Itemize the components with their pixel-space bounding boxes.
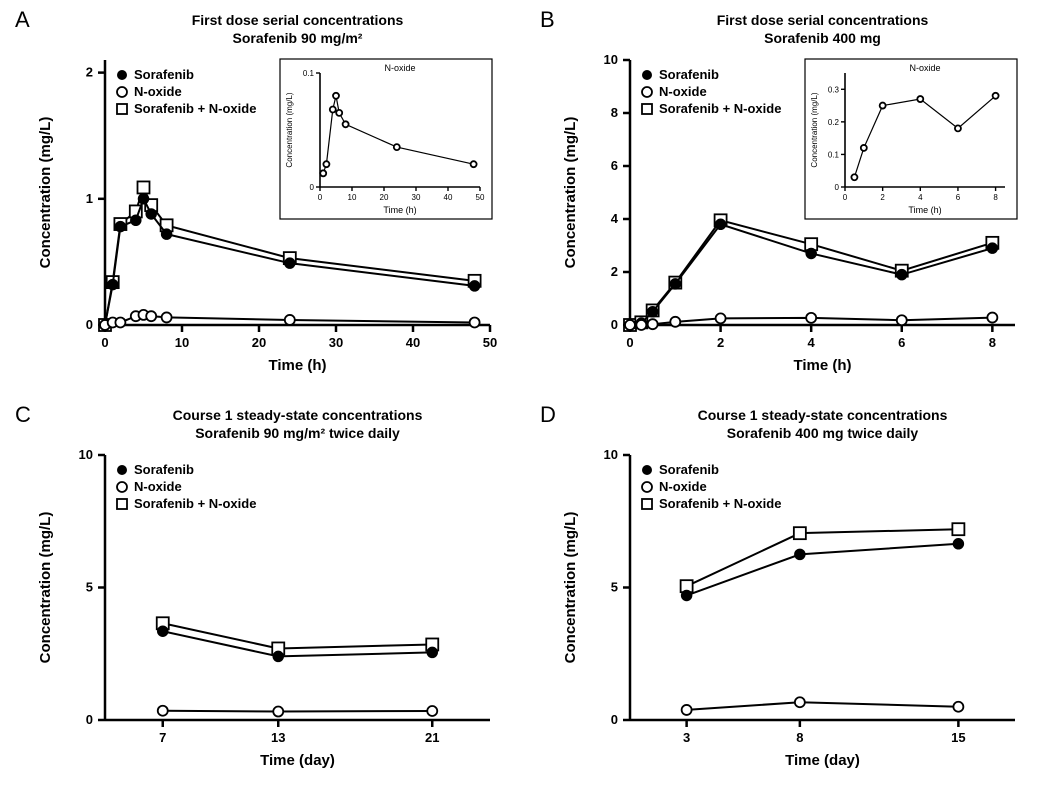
svg-text:0: 0 bbox=[843, 193, 848, 202]
svg-text:4: 4 bbox=[611, 211, 619, 226]
svg-text:4: 4 bbox=[808, 335, 816, 350]
svg-text:Sorafenib + N-oxide: Sorafenib + N-oxide bbox=[134, 101, 256, 116]
svg-text:5: 5 bbox=[86, 580, 93, 595]
svg-text:2: 2 bbox=[86, 65, 93, 80]
svg-text:N-oxide: N-oxide bbox=[659, 84, 707, 99]
panel-C: C713210510Time (day)Concentration (mg/L)… bbox=[10, 400, 510, 780]
svg-text:Sorafenib: Sorafenib bbox=[134, 67, 194, 82]
svg-text:Course 1 steady-state concentr: Course 1 steady-state concentrations bbox=[173, 407, 423, 423]
svg-text:10: 10 bbox=[175, 335, 189, 350]
svg-text:6: 6 bbox=[611, 158, 618, 173]
panel-A: A01020304050012Time (h)Concentration (mg… bbox=[10, 5, 510, 385]
svg-text:2: 2 bbox=[717, 335, 724, 350]
svg-text:50: 50 bbox=[483, 335, 497, 350]
svg-text:40: 40 bbox=[406, 335, 420, 350]
svg-text:0: 0 bbox=[86, 712, 93, 727]
svg-text:N-oxide: N-oxide bbox=[384, 63, 415, 73]
svg-text:0: 0 bbox=[626, 335, 633, 350]
svg-text:30: 30 bbox=[329, 335, 343, 350]
svg-text:0.3: 0.3 bbox=[828, 85, 840, 94]
svg-text:Time (h): Time (h) bbox=[268, 357, 326, 374]
svg-text:10: 10 bbox=[604, 447, 618, 462]
svg-text:Sorafenib 400 mg: Sorafenib 400 mg bbox=[764, 30, 881, 46]
svg-text:0.2: 0.2 bbox=[828, 118, 840, 127]
svg-text:Time (day): Time (day) bbox=[785, 752, 860, 769]
svg-text:20: 20 bbox=[252, 335, 266, 350]
svg-text:8: 8 bbox=[796, 730, 803, 745]
svg-text:Sorafenib 90 mg/m² twice daily: Sorafenib 90 mg/m² twice daily bbox=[195, 425, 400, 441]
svg-text:N-oxide: N-oxide bbox=[134, 84, 182, 99]
svg-text:Sorafenib 400 mg twice daily: Sorafenib 400 mg twice daily bbox=[727, 425, 919, 441]
svg-text:8: 8 bbox=[611, 105, 618, 120]
svg-text:Concentration (mg/L): Concentration (mg/L) bbox=[810, 92, 819, 167]
svg-text:15: 15 bbox=[951, 730, 965, 745]
svg-text:Sorafenib: Sorafenib bbox=[659, 462, 719, 477]
svg-text:0.1: 0.1 bbox=[828, 150, 840, 159]
svg-text:N-oxide: N-oxide bbox=[909, 63, 940, 73]
svg-text:Time (h): Time (h) bbox=[383, 205, 416, 215]
svg-text:0.1: 0.1 bbox=[303, 69, 315, 78]
svg-text:0: 0 bbox=[310, 183, 315, 192]
svg-text:2: 2 bbox=[880, 193, 885, 202]
panel-B: B024680246810Time (h)Concentration (mg/L… bbox=[535, 5, 1035, 385]
svg-text:0: 0 bbox=[101, 335, 108, 350]
svg-text:N-oxide: N-oxide bbox=[134, 479, 182, 494]
svg-text:Sorafenib + N-oxide: Sorafenib + N-oxide bbox=[659, 101, 781, 116]
svg-text:6: 6 bbox=[898, 335, 905, 350]
svg-text:20: 20 bbox=[380, 193, 389, 202]
svg-text:Time (h): Time (h) bbox=[908, 205, 941, 215]
svg-text:10: 10 bbox=[604, 52, 618, 67]
svg-text:Sorafenib + N-oxide: Sorafenib + N-oxide bbox=[134, 496, 256, 511]
svg-text:Sorafenib + N-oxide: Sorafenib + N-oxide bbox=[659, 496, 781, 511]
svg-text:40: 40 bbox=[444, 193, 453, 202]
svg-text:10: 10 bbox=[79, 447, 93, 462]
svg-text:Course 1 steady-state concentr: Course 1 steady-state concentrations bbox=[698, 407, 948, 423]
svg-text:10: 10 bbox=[348, 193, 357, 202]
svg-text:0: 0 bbox=[318, 193, 323, 202]
svg-text:0: 0 bbox=[611, 712, 618, 727]
svg-text:0: 0 bbox=[835, 183, 840, 192]
svg-text:0: 0 bbox=[86, 317, 93, 332]
svg-text:5: 5 bbox=[611, 580, 618, 595]
svg-text:Time (day): Time (day) bbox=[260, 752, 335, 769]
svg-text:Concentration (mg/L): Concentration (mg/L) bbox=[562, 512, 579, 664]
svg-text:N-oxide: N-oxide bbox=[659, 479, 707, 494]
svg-text:Sorafenib: Sorafenib bbox=[134, 462, 194, 477]
figure-root: A01020304050012Time (h)Concentration (mg… bbox=[0, 0, 1050, 792]
svg-text:0: 0 bbox=[611, 317, 618, 332]
svg-text:Concentration (mg/L): Concentration (mg/L) bbox=[37, 117, 54, 269]
svg-text:13: 13 bbox=[271, 730, 285, 745]
svg-text:6: 6 bbox=[956, 193, 961, 202]
svg-text:First dose serial concentratio: First dose serial concentrations bbox=[717, 12, 929, 28]
svg-text:Concentration (mg/L): Concentration (mg/L) bbox=[562, 117, 579, 269]
svg-text:2: 2 bbox=[611, 264, 618, 279]
svg-text:Sorafenib: Sorafenib bbox=[659, 67, 719, 82]
svg-text:8: 8 bbox=[993, 193, 998, 202]
svg-text:21: 21 bbox=[425, 730, 439, 745]
panel-D: D38150510Time (day)Concentration (mg/L)C… bbox=[535, 400, 1035, 780]
svg-text:4: 4 bbox=[918, 193, 923, 202]
svg-text:7: 7 bbox=[159, 730, 166, 745]
svg-text:50: 50 bbox=[476, 193, 485, 202]
svg-text:Concentration (mg/L): Concentration (mg/L) bbox=[37, 512, 54, 664]
svg-text:Time (h): Time (h) bbox=[793, 357, 851, 374]
svg-text:3: 3 bbox=[683, 730, 690, 745]
svg-text:Sorafenib 90 mg/m²: Sorafenib 90 mg/m² bbox=[233, 30, 363, 46]
svg-text:8: 8 bbox=[989, 335, 996, 350]
svg-text:Concentration (mg/L): Concentration (mg/L) bbox=[285, 92, 294, 167]
svg-text:First dose serial concentratio: First dose serial concentrations bbox=[192, 12, 404, 28]
svg-text:30: 30 bbox=[412, 193, 421, 202]
svg-text:1: 1 bbox=[86, 191, 93, 206]
